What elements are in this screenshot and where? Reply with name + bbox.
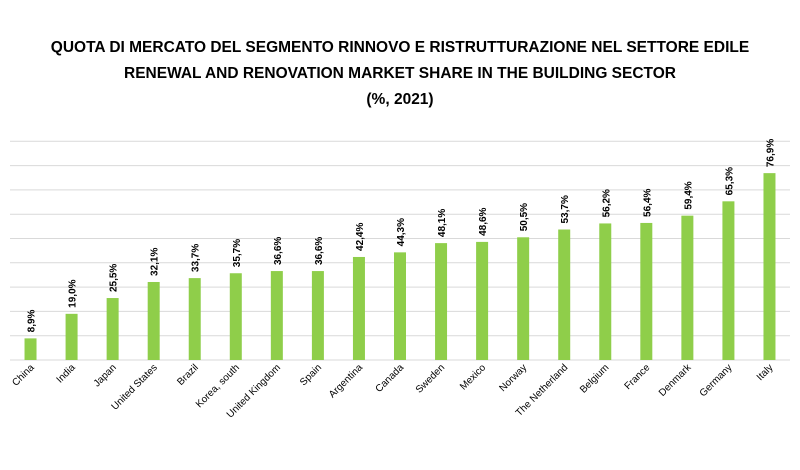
bar [558, 229, 571, 360]
bar [517, 237, 530, 360]
data-label: 76,9% [765, 139, 776, 167]
bar [311, 271, 324, 360]
x-tick-label: Spain [298, 362, 324, 388]
data-label: 59,4% [683, 181, 694, 209]
x-tick-label: Norway [498, 362, 530, 394]
data-label: 33,7% [191, 244, 202, 272]
bar [640, 222, 653, 360]
x-tick-label: Belgium [578, 362, 611, 395]
bar [763, 173, 776, 360]
data-label: 56,4% [642, 188, 653, 216]
bar [352, 256, 365, 360]
chart-titles: QUOTA DI MERCATO DEL SEGMENTO RINNOVO E … [0, 35, 800, 113]
x-tick-label: France [623, 362, 653, 392]
bar [270, 271, 283, 360]
data-label: 53,7% [560, 195, 571, 223]
data-label: 35,7% [232, 239, 243, 267]
data-label: 42,4% [355, 223, 366, 251]
x-tick-label: Germany [698, 362, 735, 399]
x-tick-label: Japan [92, 362, 119, 389]
x-tick-label: Brazil [175, 362, 200, 387]
data-label: 25,5% [109, 264, 120, 292]
x-tick-label: China [10, 362, 37, 389]
data-label: 36,6% [273, 237, 284, 265]
x-tick-label: Denmark [657, 362, 694, 399]
data-label: 8,9% [27, 309, 38, 332]
data-label: 48,1% [437, 209, 448, 237]
data-label: 50,5% [519, 203, 530, 231]
bar [147, 281, 160, 360]
data-label: 32,1% [150, 248, 161, 276]
data-label: 48,6% [478, 207, 489, 235]
data-label: 44,3% [396, 218, 407, 246]
data-label: 19,0% [68, 279, 79, 307]
bar [599, 223, 612, 360]
bar [476, 241, 489, 360]
bar [188, 278, 201, 360]
bar [435, 243, 448, 360]
data-label: 56,2% [601, 189, 612, 217]
bar [394, 252, 406, 360]
data-label: 65,3% [724, 167, 735, 195]
x-tick-label: India [55, 362, 78, 385]
bar [24, 338, 37, 360]
bar [229, 273, 242, 360]
x-tick-label: Canada [374, 362, 407, 395]
bar [722, 201, 735, 360]
bar [106, 298, 119, 360]
data-label: 36,6% [314, 237, 325, 265]
x-tick-label: Sweden [414, 362, 447, 395]
x-tick-label: Italy [755, 362, 776, 383]
chart-unit-label: (%, 2021) [366, 91, 434, 108]
bar [681, 215, 694, 360]
chart-title: QUOTA DI MERCATO DEL SEGMENTO RINNOVO E … [50, 39, 750, 56]
x-tick-label: Argentina [327, 362, 365, 400]
chart-subtitle: RENEWAL AND RENOVATION MARKET SHARE IN T… [124, 65, 676, 82]
x-tick-label: Mexico [458, 362, 488, 392]
bar [65, 313, 78, 360]
